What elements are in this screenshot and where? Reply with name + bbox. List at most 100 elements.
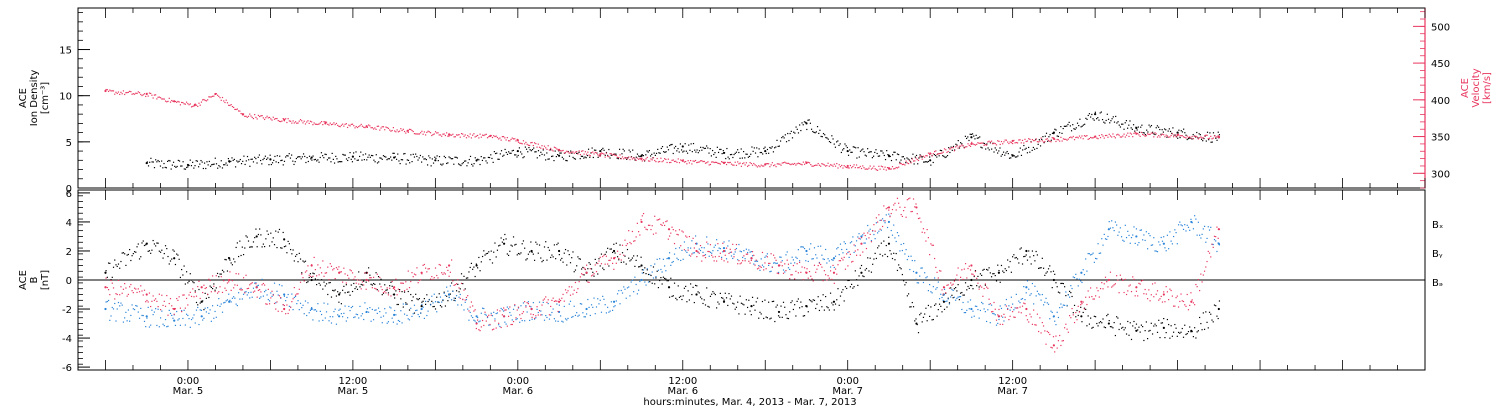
data-dot <box>714 152 716 154</box>
data-dot <box>351 305 354 308</box>
data-dot <box>1118 134 1120 136</box>
data-dot <box>423 317 425 320</box>
data-dot <box>912 153 914 155</box>
data-dot <box>610 301 612 303</box>
data-dot <box>577 153 579 155</box>
data-dot <box>656 258 658 260</box>
data-dot <box>1201 329 1203 331</box>
data-dot <box>847 167 849 169</box>
data-dot <box>687 160 689 162</box>
data-dot <box>157 306 159 308</box>
data-dot <box>377 125 380 127</box>
data-dot <box>891 257 894 260</box>
data-dot <box>834 268 837 270</box>
data-dot <box>998 150 1000 152</box>
data-dot <box>397 303 399 306</box>
data-dot <box>764 146 766 148</box>
data-dot <box>1186 332 1188 335</box>
data-dot <box>1156 331 1159 333</box>
data-dot <box>186 166 188 169</box>
data-dot <box>540 310 542 312</box>
data-dot <box>770 270 772 272</box>
data-dot <box>921 158 923 160</box>
data-dot <box>252 291 255 293</box>
data-dot <box>1164 336 1166 339</box>
data-dot <box>1132 124 1135 126</box>
data-dot <box>941 152 943 154</box>
data-dot <box>396 294 398 296</box>
data-dot <box>1160 134 1162 136</box>
data-dot <box>1111 118 1113 120</box>
data-dot <box>1203 270 1206 272</box>
data-dot <box>615 262 617 264</box>
data-dot <box>896 153 899 155</box>
data-dot <box>907 162 910 165</box>
data-dot <box>1185 230 1187 232</box>
data-dot <box>742 150 745 153</box>
data-dot <box>652 266 655 268</box>
data-dot <box>880 165 882 167</box>
data-dot <box>735 151 738 153</box>
data-dot <box>924 313 926 315</box>
data-dot <box>199 104 201 106</box>
data-dot <box>917 159 920 162</box>
data-dot <box>1199 234 1201 236</box>
data-dot <box>1174 323 1176 326</box>
data-dot <box>1179 332 1181 334</box>
data-dot <box>1047 331 1050 334</box>
data-point <box>448 133 451 136</box>
data-dot <box>209 279 211 282</box>
data-dot <box>317 303 319 305</box>
data-dot <box>1102 318 1104 320</box>
data-dot <box>434 131 437 133</box>
data-dot <box>982 303 984 305</box>
data-dot <box>603 254 605 256</box>
data-dot <box>1124 278 1126 281</box>
data-dot <box>425 300 427 303</box>
data-dot <box>429 278 432 280</box>
data-point <box>750 257 753 260</box>
data-dot <box>390 307 392 309</box>
data-dot <box>426 294 428 296</box>
data-dot <box>265 238 267 240</box>
data-dot <box>1160 322 1162 324</box>
data-dot <box>694 149 696 151</box>
data-dot <box>491 157 493 160</box>
data-dot <box>317 123 319 126</box>
data-dot <box>973 275 975 277</box>
data-dot <box>696 242 698 244</box>
data-dot <box>229 161 231 163</box>
data-dot <box>1039 140 1041 142</box>
data-dot <box>291 293 293 295</box>
data-dot <box>550 147 552 150</box>
data-dot <box>297 300 299 302</box>
data-dot <box>1166 291 1169 293</box>
data-dot <box>576 265 578 267</box>
data-dot <box>890 253 892 255</box>
data-dot <box>722 150 724 152</box>
data-dot <box>500 150 503 152</box>
data-dot <box>185 297 188 300</box>
data-dot <box>441 135 443 137</box>
data-dot <box>1202 228 1204 230</box>
data-dot <box>605 312 608 314</box>
data-dot <box>749 161 751 164</box>
data-dot <box>781 162 783 164</box>
data-dot <box>1149 300 1151 302</box>
data-dot <box>785 162 787 164</box>
data-point <box>310 278 313 282</box>
data-dot <box>607 154 609 157</box>
data-point <box>530 249 533 253</box>
data-dot <box>1218 244 1221 246</box>
data-dot <box>1200 237 1202 239</box>
data-dot <box>716 307 718 309</box>
data-dot <box>1025 315 1027 317</box>
data-dot <box>889 168 891 170</box>
data-dot <box>553 318 555 320</box>
data-dot <box>151 309 153 311</box>
data-dot <box>612 262 614 265</box>
data-dot <box>693 160 695 162</box>
data-dot <box>741 157 744 159</box>
data-dot <box>478 321 480 323</box>
data-dot <box>597 298 599 300</box>
